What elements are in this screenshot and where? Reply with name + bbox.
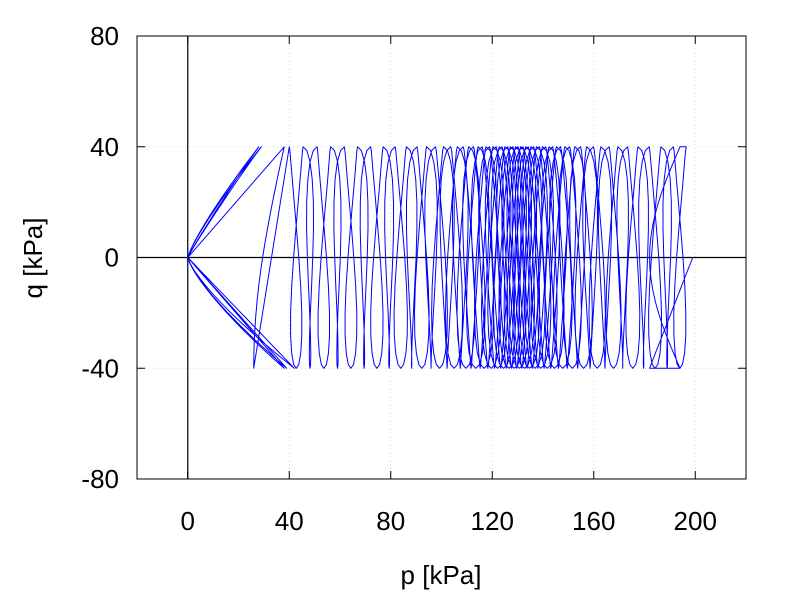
- series-layer: [187, 146, 694, 369]
- y-axis-label: q [kPa]: [18, 218, 48, 299]
- y-tick-label: -80: [81, 464, 119, 494]
- y-tick-label: 80: [90, 21, 119, 51]
- y-axis-ticks: -80 -40 0 40 80: [81, 21, 746, 494]
- x-tick-label: 0: [181, 506, 195, 536]
- stress-path-series: [187, 146, 694, 369]
- y-tick-label: -40: [81, 353, 119, 383]
- x-axis-label: p [kPa]: [401, 560, 482, 590]
- x-tick-label: 200: [674, 506, 717, 536]
- y-tick-label: 40: [90, 132, 119, 162]
- x-tick-label: 80: [376, 506, 405, 536]
- x-tick-label: 160: [572, 506, 615, 536]
- y-tick-label: 0: [105, 243, 119, 273]
- x-axis-ticks: 0 40 80 120 160 200: [181, 36, 717, 536]
- x-tick-label: 120: [471, 506, 514, 536]
- x-tick-label: 40: [275, 506, 304, 536]
